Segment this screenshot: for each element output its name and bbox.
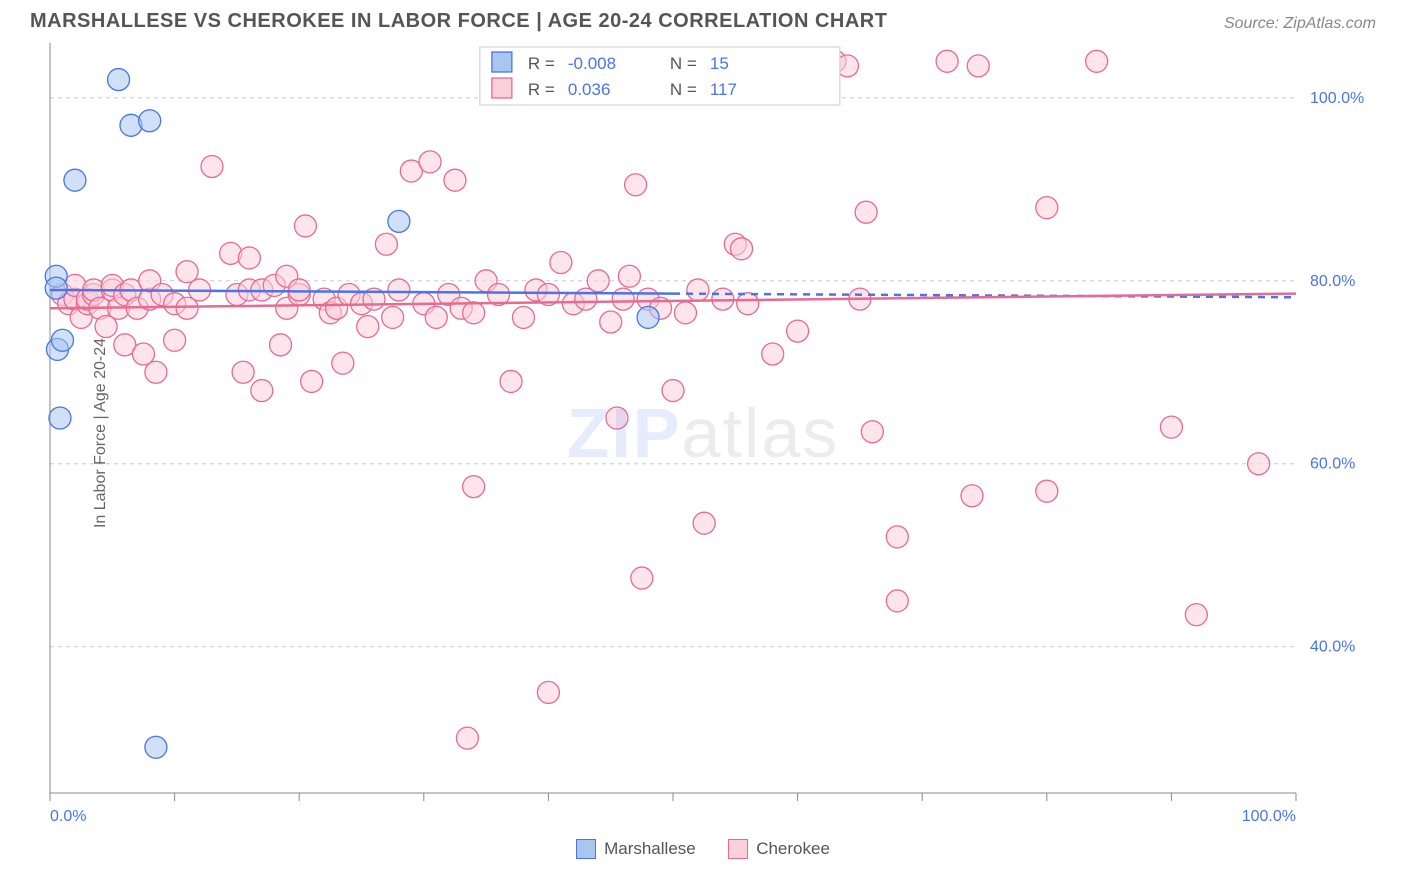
data-point xyxy=(1248,453,1270,475)
data-point xyxy=(145,361,167,383)
stats-R-label: R = xyxy=(528,54,555,73)
data-point xyxy=(618,265,640,287)
data-point xyxy=(425,306,447,328)
data-point xyxy=(1036,480,1058,502)
data-point xyxy=(500,370,522,392)
data-point xyxy=(444,169,466,191)
data-point xyxy=(674,302,696,324)
data-point xyxy=(936,50,958,72)
data-point xyxy=(886,526,908,548)
stats-N-label: N = xyxy=(670,80,697,99)
x-tick-label: 0.0% xyxy=(50,808,86,825)
data-point xyxy=(49,407,71,429)
stats-R-value: 0.036 xyxy=(568,80,611,99)
y-axis-label: In Labor Force | Age 20-24 xyxy=(92,338,110,528)
data-point xyxy=(1160,416,1182,438)
data-point xyxy=(631,567,653,589)
data-point xyxy=(108,69,130,91)
data-point xyxy=(512,306,534,328)
data-point xyxy=(961,485,983,507)
swatch-cherokee xyxy=(728,839,748,859)
data-point xyxy=(388,210,410,232)
data-point xyxy=(625,174,647,196)
data-point xyxy=(270,334,292,356)
y-tick-label: 40.0% xyxy=(1310,639,1355,656)
data-point xyxy=(388,279,410,301)
data-point xyxy=(51,329,73,351)
data-point xyxy=(332,352,354,374)
data-point xyxy=(1086,50,1108,72)
data-point xyxy=(139,110,161,132)
data-point xyxy=(382,306,404,328)
stats-N-value: 15 xyxy=(710,54,729,73)
data-point xyxy=(251,380,273,402)
data-point xyxy=(1185,604,1207,626)
y-tick-label: 80.0% xyxy=(1310,273,1355,290)
scatter-plot: 40.0% 60.0% 80.0% 100.0% 0.0% 100.0% R = -0.008… xyxy=(0,33,1406,833)
legend-item-cherokee: Cherokee xyxy=(728,839,830,859)
data-point xyxy=(164,329,186,351)
legend-item-marshallese: Marshallese xyxy=(576,839,696,859)
bottom-legend: Marshallese Cherokee xyxy=(0,833,1406,864)
data-point xyxy=(587,270,609,292)
data-point xyxy=(762,343,784,365)
data-point xyxy=(288,279,310,301)
stats-N-label: N = xyxy=(670,54,697,73)
data-point xyxy=(375,233,397,255)
y-tick-label: 100.0% xyxy=(1310,90,1364,107)
legend-label-marshallese: Marshallese xyxy=(604,839,696,859)
data-point xyxy=(687,279,709,301)
data-point xyxy=(861,421,883,443)
data-point xyxy=(787,320,809,342)
data-point xyxy=(612,288,634,310)
legend-label-cherokee: Cherokee xyxy=(756,839,830,859)
data-point xyxy=(419,151,441,173)
data-point xyxy=(1036,197,1058,219)
data-point xyxy=(232,361,254,383)
data-point xyxy=(537,681,559,703)
data-point xyxy=(294,215,316,237)
stats-R-label: R = xyxy=(528,80,555,99)
data-point xyxy=(731,238,753,260)
x-tick-label: 100.0% xyxy=(1242,808,1296,825)
data-point xyxy=(463,302,485,324)
stats-R-value: -0.008 xyxy=(568,54,616,73)
data-point xyxy=(693,512,715,534)
data-point xyxy=(145,736,167,758)
data-point xyxy=(238,247,260,269)
source-label: Source: ZipAtlas.com xyxy=(1224,15,1376,33)
data-point xyxy=(357,316,379,338)
data-point xyxy=(967,55,989,77)
data-point xyxy=(886,590,908,612)
stats-swatch xyxy=(492,52,512,72)
data-point xyxy=(550,252,572,274)
data-point xyxy=(600,311,622,333)
data-point xyxy=(606,407,628,429)
data-point xyxy=(456,727,478,749)
data-point xyxy=(301,370,323,392)
swatch-marshallese xyxy=(576,839,596,859)
data-point xyxy=(64,169,86,191)
data-point xyxy=(45,277,67,299)
stats-swatch xyxy=(492,78,512,98)
data-point xyxy=(201,155,223,177)
chart-title: MARSHALLESE VS CHEROKEE IN LABOR FORCE |… xyxy=(30,10,887,33)
data-point xyxy=(637,306,659,328)
data-point xyxy=(855,201,877,223)
data-point xyxy=(737,293,759,315)
data-point xyxy=(662,380,684,402)
y-tick-label: 60.0% xyxy=(1310,456,1355,473)
stats-N-value: 117 xyxy=(710,80,737,99)
data-point xyxy=(463,476,485,498)
